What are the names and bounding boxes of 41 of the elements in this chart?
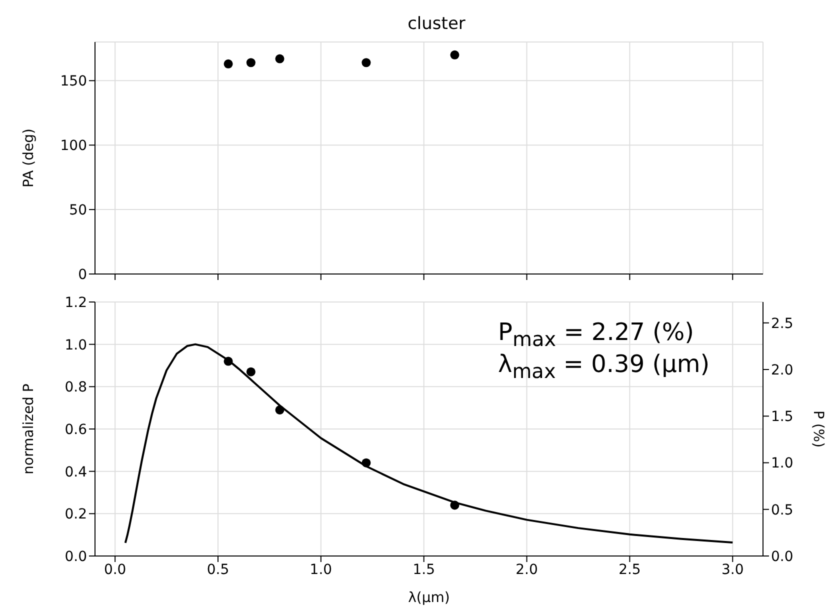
y-tick-label: 0.8	[64, 380, 87, 396]
annotation: P$_{max}$ = 2.27 (%)	[498, 318, 694, 351]
x-axis-title: λ(µm)	[408, 590, 450, 606]
y-tick-label: 0.6	[64, 422, 88, 438]
y-tick-label: 150	[60, 74, 87, 90]
y2-tick-label: 2.5	[771, 316, 794, 332]
point	[246, 58, 256, 68]
point	[246, 367, 256, 376]
x-tick-label: 1.0	[310, 562, 332, 578]
x-tick-label: 0.0	[104, 562, 126, 578]
annotation: λ$_{max}$ = 0.39 (µm)	[498, 350, 710, 383]
y-tick-label: 1.2	[64, 294, 87, 311]
y2-axis-title: P (%)	[810, 410, 826, 448]
point	[224, 59, 233, 68]
chart-title: cluster	[406, 14, 466, 34]
x-tick-label: 1.5	[412, 562, 435, 578]
y-tick-label: 0	[78, 266, 87, 283]
x-tick-label: 2.5	[618, 562, 641, 578]
point	[450, 50, 460, 60]
y-axis-title: normalized P	[20, 384, 37, 474]
y-tick-label: 0.4	[64, 464, 88, 480]
y-axis-title: PA (deg)	[20, 128, 37, 188]
point	[362, 58, 371, 68]
y2-tick-label: 1.5	[771, 409, 794, 426]
y-tick-label: 0.2	[64, 506, 87, 523]
x-tick-label: 2.0	[516, 562, 538, 578]
point	[275, 405, 284, 414]
point	[224, 356, 233, 366]
x-tick-label: 3.0	[722, 562, 744, 578]
point	[450, 500, 460, 510]
y2-tick-label: 1.0	[771, 456, 794, 472]
y-tick-label: 0.0	[64, 548, 87, 565]
y-tick-label: 100	[60, 138, 87, 154]
y-tick-label: 50	[69, 202, 87, 219]
y2-tick-label: 0.5	[771, 502, 794, 518]
y2-tick-label: 0.0	[771, 548, 794, 565]
point	[362, 458, 371, 468]
y-tick-label: 1.0	[64, 337, 87, 354]
x-tick-label: 0.5	[206, 562, 230, 578]
point	[275, 54, 284, 64]
y2-tick-label: 2.0	[771, 362, 794, 378]
